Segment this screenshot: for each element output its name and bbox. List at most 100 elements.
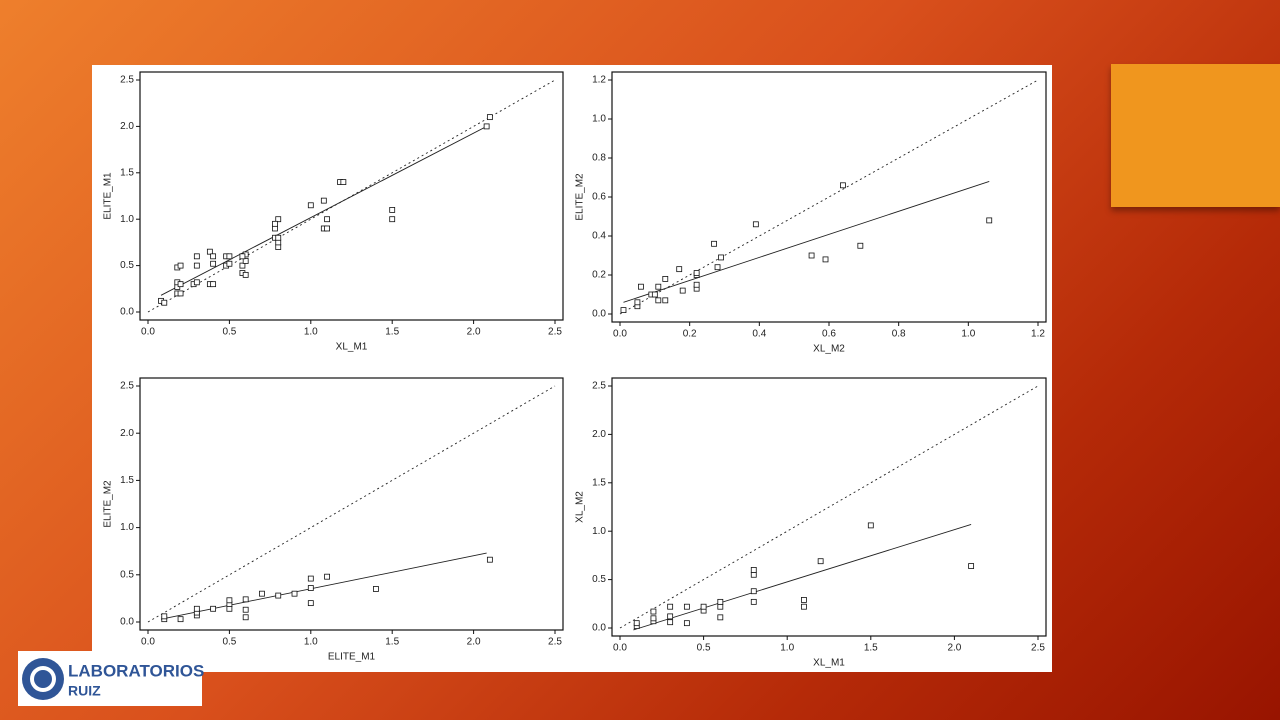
x-tick-label: 0.0	[141, 327, 155, 338]
scatter-chart: 0.0 0.5 1.0 1.5 2.0 2.5 0.0 0.5 1.0 1.5 2.0 2.5 ELIT…	[103, 377, 564, 663]
data-point	[822, 256, 829, 263]
data-point	[307, 600, 314, 607]
x-axis-label: XL_M2	[813, 344, 845, 355]
data-point	[193, 279, 200, 286]
data-point	[667, 619, 674, 626]
y-axis-label: XL_M2	[575, 491, 586, 523]
y-tick-label: 1.0	[592, 526, 606, 537]
y-tick-label: 0.5	[120, 260, 134, 271]
x-tick-label: 0.4	[752, 329, 766, 340]
x-tick-label: 2.5	[1031, 643, 1045, 654]
fit-line	[160, 126, 487, 296]
data-point	[683, 620, 690, 627]
data-point	[206, 248, 213, 255]
data-point	[193, 253, 200, 260]
data-point	[750, 588, 757, 595]
y-tick-label: 0.0	[592, 309, 606, 320]
data-point	[633, 620, 640, 627]
data-point	[840, 182, 846, 189]
data-point	[638, 283, 644, 290]
data-point	[161, 299, 168, 306]
data-point	[700, 603, 707, 610]
accent-box	[1111, 64, 1280, 207]
data-point	[324, 573, 330, 580]
y-tick-label: 1.0	[120, 522, 134, 533]
data-point	[324, 216, 330, 223]
panel-background	[92, 65, 1052, 672]
data-point	[210, 260, 217, 267]
x-tick-label: 1.0	[780, 643, 794, 654]
scatter-chart: 0.0 0.5 1.0 1.5 2.0 2.5 0.0 0.5 1.0 1.5 2.0 2.5 XL_M…	[575, 377, 1047, 669]
y-tick-label: 0.6	[592, 192, 606, 203]
data-point	[683, 603, 690, 610]
y-tick-label: 0.0	[120, 617, 134, 628]
data-point	[226, 260, 233, 267]
x-tick-label: 0.8	[892, 329, 906, 340]
data-point	[750, 567, 757, 573]
data-point	[714, 264, 721, 271]
scatter-chart: 0.0 0.5 1.0 1.5 2.0 2.5 0.0 0.5 1.0 1.5 2.0 2.5 XL_M…	[103, 71, 564, 353]
y-axis-label: ELITE_M2	[575, 173, 586, 221]
data-point	[389, 216, 396, 223]
data-point	[750, 598, 757, 605]
data-point	[867, 522, 874, 529]
x-tick-label: 2.0	[467, 637, 481, 648]
y-axis-label: ELITE_M2	[103, 480, 114, 528]
data-point	[161, 613, 168, 620]
logo-line1: LABORATORIOS	[68, 661, 204, 680]
x-tick-label: 0.6	[822, 329, 836, 340]
data-point	[193, 262, 200, 269]
data-point	[717, 603, 724, 610]
data-point	[693, 270, 700, 276]
data-point	[373, 586, 379, 592]
y-tick-label: 0.5	[120, 569, 134, 580]
data-point	[634, 299, 641, 306]
x-tick-label: 1.0	[304, 637, 318, 648]
data-point	[620, 307, 627, 314]
y-tick-label: 1.5	[592, 477, 606, 488]
data-point	[817, 558, 824, 565]
data-point	[239, 262, 246, 269]
data-point	[177, 262, 184, 269]
x-axis-label: XL_M1	[336, 342, 368, 353]
data-point	[650, 608, 657, 615]
data-point	[679, 287, 686, 294]
plot-frame	[139, 377, 564, 631]
data-point	[226, 253, 233, 260]
data-point	[291, 590, 298, 597]
data-point	[986, 217, 993, 224]
x-tick-label: 1.5	[864, 643, 878, 654]
x-tick-label: 0.5	[222, 327, 236, 338]
data-point	[486, 114, 493, 121]
data-point	[340, 179, 347, 185]
x-tick-label: 1.5	[385, 327, 399, 338]
data-point	[483, 123, 490, 130]
data-point	[718, 254, 724, 261]
y-tick-label: 1.0	[120, 214, 134, 225]
data-point	[808, 252, 815, 259]
y-tick-label: 0.8	[592, 153, 606, 164]
logo-core	[34, 670, 52, 688]
data-point	[193, 605, 200, 612]
x-tick-label: 0.0	[141, 637, 155, 648]
data-point	[259, 590, 265, 597]
data-point	[662, 297, 669, 304]
plot-frame	[611, 377, 1047, 637]
x-tick-label: 0.0	[613, 643, 627, 654]
data-point	[275, 592, 282, 599]
data-point	[210, 253, 217, 260]
y-tick-label: 1.0	[592, 114, 606, 125]
data-point	[651, 291, 658, 298]
x-tick-label: 0.0	[613, 329, 627, 340]
data-point	[177, 290, 184, 297]
data-point	[272, 220, 278, 227]
y-tick-label: 1.5	[120, 475, 134, 486]
data-point	[486, 556, 493, 563]
x-tick-label: 1.0	[961, 329, 975, 340]
data-point	[389, 207, 396, 213]
data-point	[242, 606, 249, 613]
data-point	[177, 281, 184, 288]
fit-line	[633, 523, 972, 631]
scatter-chart: 0.0 0.2 0.4 0.6 0.8 1.0 1.2 0.0 0.2 0.4 0.6 0.8 1.0 1…	[575, 71, 1047, 355]
x-tick-label: 0.2	[683, 329, 697, 340]
